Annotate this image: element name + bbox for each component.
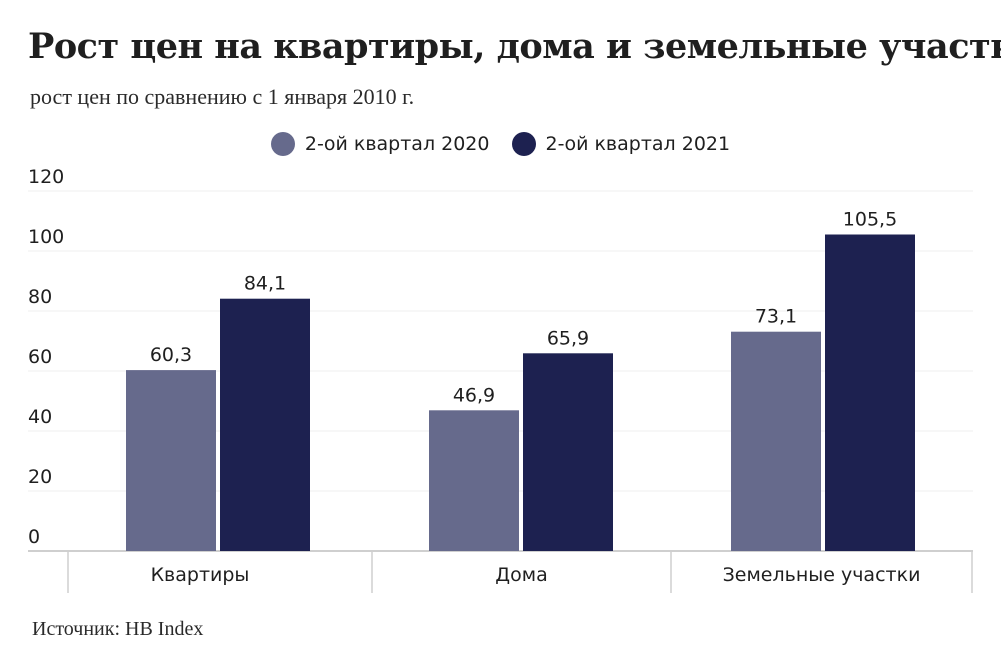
legend-item-2021: 2-ой квартал 2021 xyxy=(511,132,731,156)
bar xyxy=(731,331,821,551)
legend-swatch-2021 xyxy=(511,132,536,156)
legend-label-2021: 2-ой квартал 2021 xyxy=(545,133,731,155)
legend-label-2020: 2-ой квартал 2020 xyxy=(304,133,490,155)
y-tick-label: 60 xyxy=(28,346,52,368)
category-label: Квартиры xyxy=(151,564,250,586)
bar xyxy=(429,410,519,551)
data-label: 105,5 xyxy=(843,209,897,231)
y-tick-label: 80 xyxy=(28,286,52,308)
y-tick-label: 0 xyxy=(28,526,40,548)
data-label: 65,9 xyxy=(547,327,589,349)
bar xyxy=(523,353,613,551)
bar xyxy=(126,370,216,551)
data-label: 73,1 xyxy=(755,306,797,328)
chart-subtitle: рост цен по сравнению с 1 января 2010 г. xyxy=(30,84,415,109)
y-tick-label: 40 xyxy=(28,406,52,428)
bar xyxy=(825,234,915,551)
source-note: Источник: НВ Index xyxy=(32,618,204,640)
category-label: Земельные участки xyxy=(723,564,921,586)
bar xyxy=(220,298,310,551)
chart-title: Рост цен на квартиры, дома и земельные у… xyxy=(28,26,1001,67)
y-tick-label: 120 xyxy=(28,166,64,188)
data-label: 84,1 xyxy=(244,273,286,295)
y-tick-label: 20 xyxy=(28,466,52,488)
chart-legend: 2-ой квартал 2020 2-ой квартал 2021 xyxy=(0,132,1001,156)
data-label: 46,9 xyxy=(453,384,495,406)
y-tick-label: 100 xyxy=(28,226,64,248)
legend-item-2020: 2-ой квартал 2020 xyxy=(270,132,490,156)
category-label: Дома xyxy=(495,564,547,586)
legend-swatch-2020 xyxy=(270,132,295,156)
data-label: 60,3 xyxy=(150,344,192,366)
